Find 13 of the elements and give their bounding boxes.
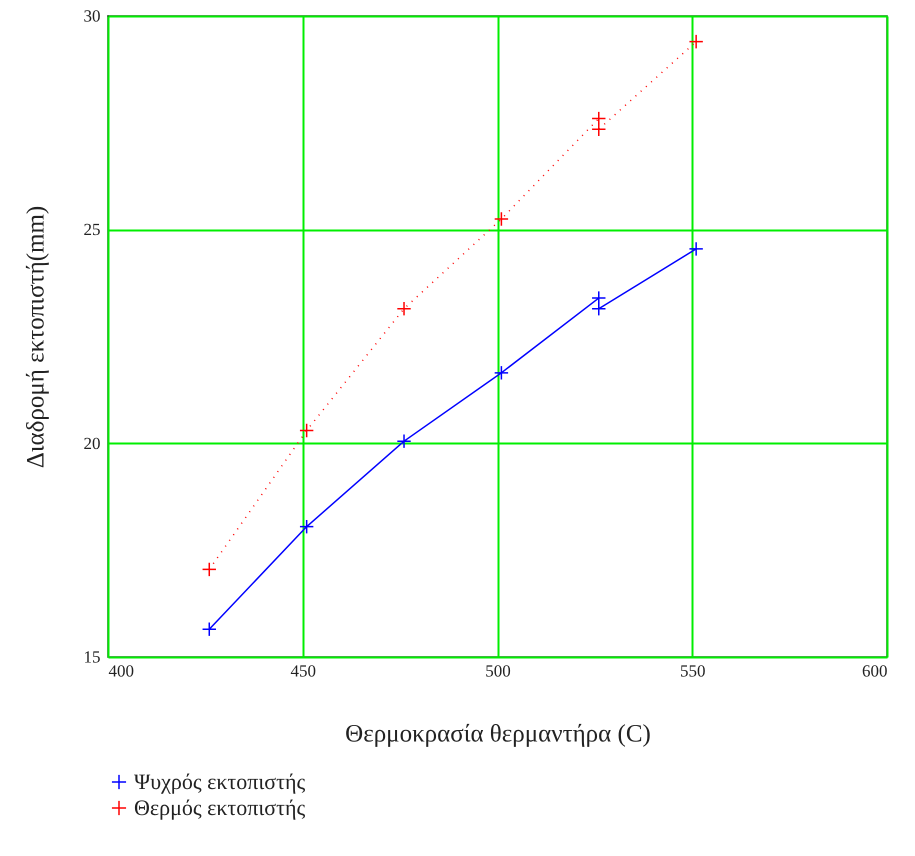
x-tick-label: 550	[680, 662, 706, 680]
legend-label: Θερμός εκτοπιστής	[134, 795, 306, 820]
x-tick-label: 450	[290, 662, 316, 680]
y-tick-label: 20	[84, 434, 100, 453]
x-tick-label: 400	[108, 662, 134, 680]
y-tick-label: 25	[84, 220, 100, 240]
x-tick-label: 600	[862, 662, 888, 680]
x-axis-title: Θερμοκρασία θερμαντήρα (C)	[345, 720, 651, 748]
y-tick-label: 15	[84, 648, 100, 666]
y-tick-label: 30	[84, 6, 100, 26]
legend-label: Ψυχρός εκτοπιστής	[134, 769, 306, 794]
y-axis-title: Διαδρομή εκτοπιστή(mm)	[22, 206, 50, 468]
x-tick-label: 500	[485, 662, 511, 680]
